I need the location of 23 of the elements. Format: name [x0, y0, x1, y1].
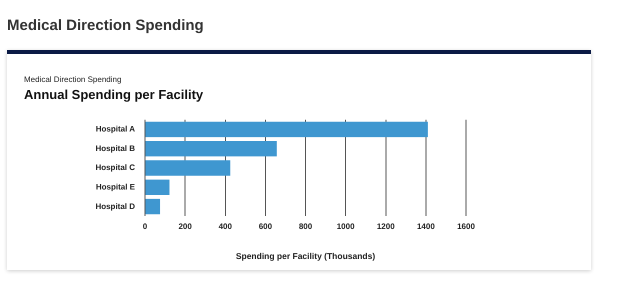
- x-tick-label: 0: [142, 222, 148, 232]
- bar: [146, 141, 277, 156]
- x-tick-label: 1400: [416, 222, 436, 232]
- x-tick-label: 200: [178, 222, 192, 232]
- y-tick-label: Hospital B: [95, 144, 136, 153]
- x-tick-label: 1200: [376, 222, 396, 232]
- x-tick-label: 800: [298, 222, 313, 232]
- chart-title: Medical Direction Spending: [7, 17, 204, 34]
- chart-subtitle: Annual Spending per Facility: [24, 87, 204, 102]
- x-tick-label: 1000: [336, 222, 356, 232]
- bar: [146, 180, 170, 195]
- x-tick-label: 1600: [457, 222, 476, 232]
- x-tick-label: 600: [258, 222, 273, 232]
- x-axis-title: Spending per Facility (Thousands): [236, 251, 376, 262]
- y-tick-label: Hospital E: [96, 182, 136, 192]
- bar: [146, 198, 160, 214]
- bar: [146, 122, 428, 138]
- y-tick-label: Hospital D: [95, 202, 136, 211]
- bar: [146, 160, 230, 176]
- text: Medical Direction Spending: [24, 75, 122, 84]
- y-tick-label: Hospital A: [96, 124, 136, 134]
- x-tick-label: 400: [218, 222, 232, 232]
- y-tick-label: Hospital C: [95, 163, 136, 172]
